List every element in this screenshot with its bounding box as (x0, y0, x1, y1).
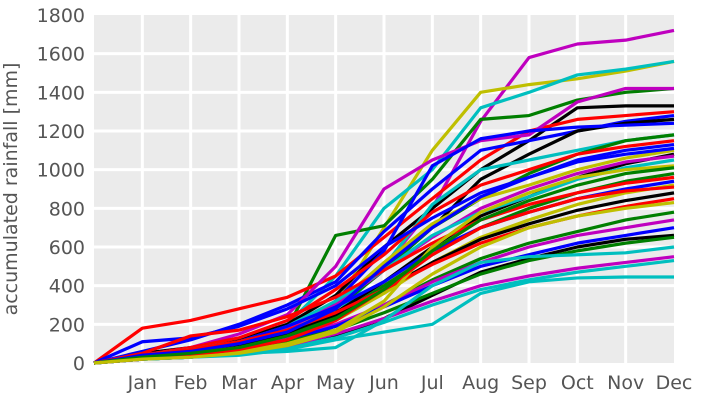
x-tick-label: Jul (420, 372, 444, 394)
x-tick-label: Oct (561, 372, 594, 394)
y-tick-label: 1800 (37, 5, 85, 27)
x-tick-label: Sep (511, 372, 547, 394)
y-tick-label: 1400 (37, 82, 85, 104)
y-tick-labels: 0 200 400 600 800 1000 1200 1400 1600 1800 (37, 5, 85, 375)
y-tick-label: 200 (49, 314, 85, 336)
series-line-13 (93, 139, 675, 365)
x-tick-label: Aug (462, 372, 499, 394)
x-tick-labels: Jan Feb Mar Apr May Jun Jul Aug Sep Oct Nov Dec (127, 372, 693, 394)
x-tick-label: Feb (174, 372, 208, 394)
x-tick-label: Jan (127, 372, 157, 394)
x-tick-label: May (316, 372, 355, 394)
series-line-6 (93, 110, 675, 365)
x-tick-label: Nov (607, 372, 644, 394)
series-line-37 (93, 166, 675, 365)
series-line-36 (93, 146, 675, 365)
series-lines (93, 28, 675, 365)
y-tick-label: 0 (73, 353, 85, 375)
x-tick-label: Apr (271, 372, 304, 394)
series-line-20 (93, 175, 675, 365)
y-tick-label: 1000 (37, 160, 85, 182)
y-tick-label: 600 (49, 237, 85, 259)
y-axis-label: accumulated rainfall [mm] (0, 63, 22, 316)
y-tick-label: 1600 (37, 44, 85, 66)
series-line-14 (93, 142, 675, 365)
x-tick-label: Jun (368, 372, 399, 394)
x-tick-label: Dec (656, 372, 693, 394)
series-line-38 (93, 200, 675, 365)
y-tick-label: 400 (49, 276, 85, 298)
y-tick-label: 1200 (37, 121, 85, 143)
x-tick-label: Mar (221, 372, 257, 394)
y-tick-label: 800 (49, 198, 85, 220)
